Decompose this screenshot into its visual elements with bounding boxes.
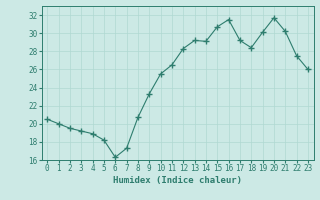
X-axis label: Humidex (Indice chaleur): Humidex (Indice chaleur) — [113, 176, 242, 185]
